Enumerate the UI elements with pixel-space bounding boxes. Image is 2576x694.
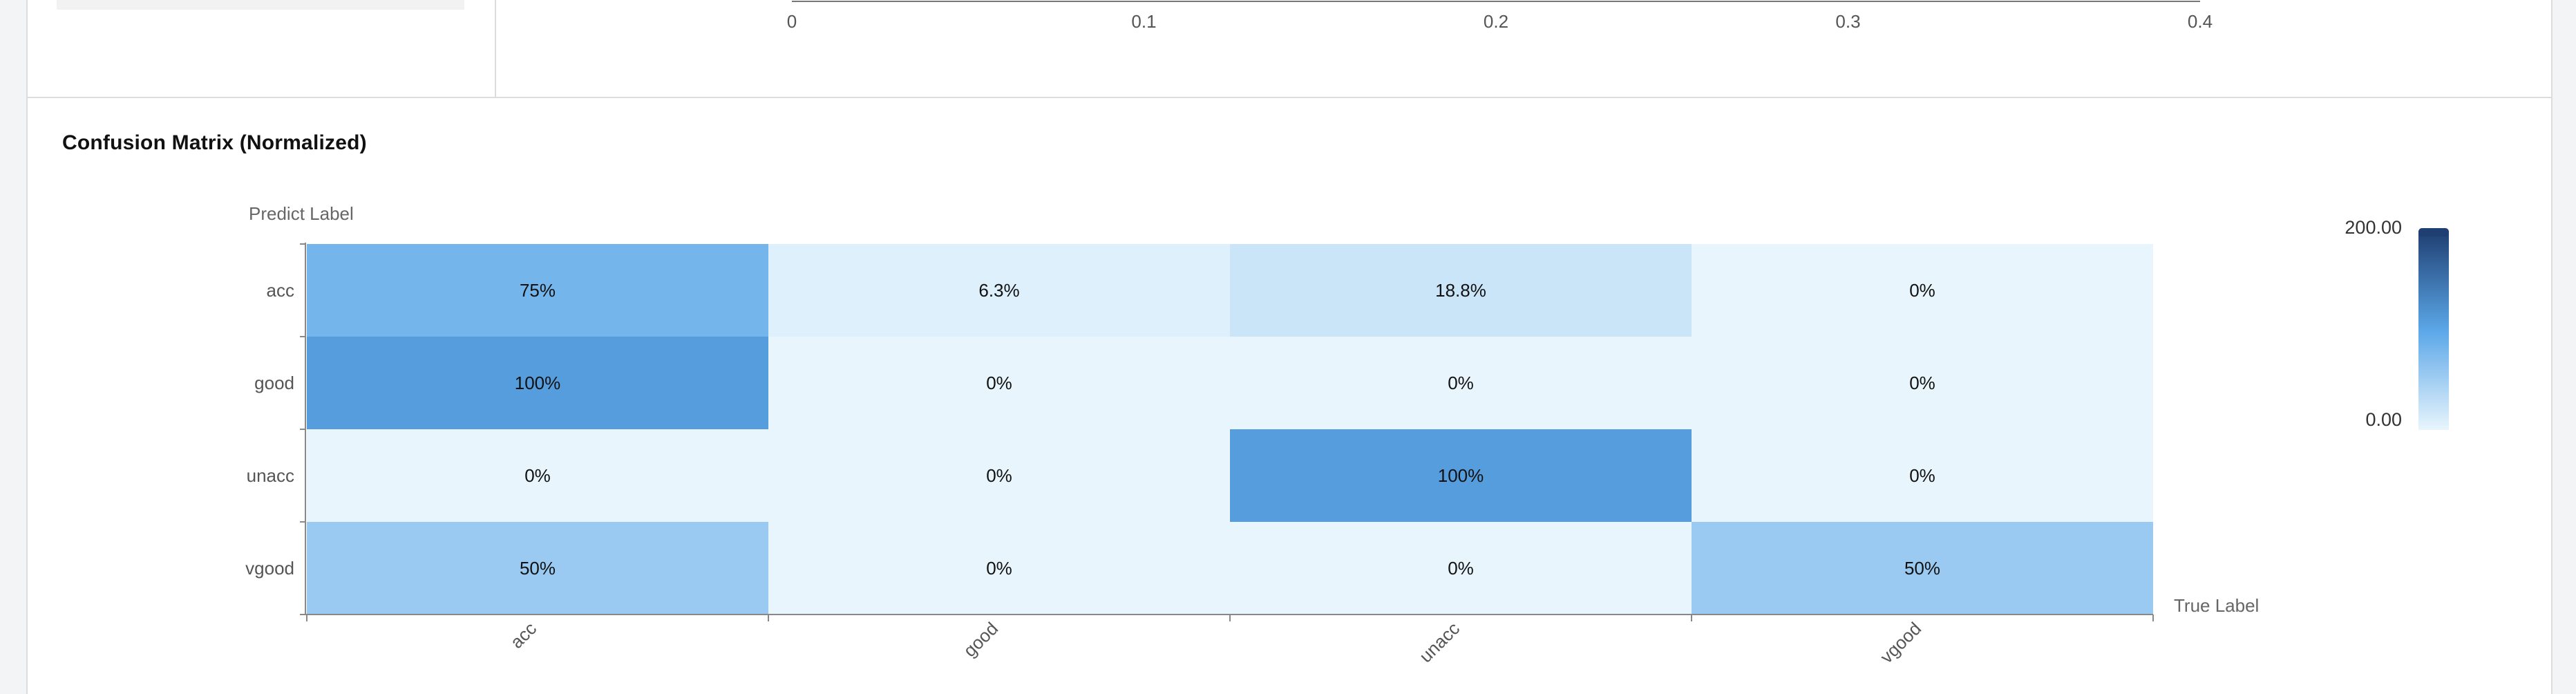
heatmap-cell: [1692, 337, 2153, 429]
heatmap-cell: [768, 244, 1230, 337]
heatmap-cell: [1230, 244, 1692, 337]
heatmap-cell-label: 0%: [986, 373, 1012, 393]
confusion-matrix-chart: 75% 6.3% 18.8% 0% 100% 0% 0% 0% 0% 0% 100% 0% 50% 0% 0…: [245, 203, 2449, 667]
heatmap-cell-label: 100%: [1438, 465, 1484, 486]
heatmap-cell: [1692, 244, 2153, 337]
x-axis-title: True Label: [2174, 595, 2259, 616]
heatmap-cell-label: 0%: [1448, 373, 1474, 393]
y-axis-tick-label: unacc: [247, 465, 294, 486]
heatmap-cell-label: 0%: [524, 465, 551, 486]
y-axis-tick-label: good: [254, 373, 294, 393]
chart-panel: 0 0.1 0.2 0.3 0.4 Confusion Matrix (Normaliz…: [26, 0, 2553, 694]
heatmap-cell: [1230, 337, 1692, 429]
x-axis-tick-label: acc: [506, 618, 540, 653]
top-axis-tick-label: 0.3: [1835, 11, 1860, 32]
top-axis-tick-label: 0: [787, 11, 797, 32]
top-axis-tick-label: 0.1: [1131, 11, 1156, 32]
section-title: Confusion Matrix (Normalized): [62, 131, 367, 154]
heatmap-cell: [1692, 522, 2153, 615]
heatmap-cell-label: 0%: [986, 465, 1012, 486]
colorbar: [2418, 231, 2449, 430]
heatmap-cell-label: 18.8%: [1435, 280, 1486, 301]
colorbar-max-label: 200.00: [2345, 217, 2402, 238]
colorbar-handle-top: [2418, 228, 2449, 236]
heatmap-cell-label: 0%: [1909, 373, 1935, 393]
x-axis-tick-label: unacc: [1415, 618, 1464, 666]
x-axis-tick-label: vgood: [1876, 618, 1925, 667]
heatmap-cell-label: 0%: [1448, 558, 1474, 579]
top-axis-tick-label: 0.4: [2188, 11, 2213, 32]
heatmap-cell: [1692, 429, 2153, 522]
top-chart-axis: 0 0.1 0.2 0.3 0.4: [787, 1, 2213, 32]
heatmap-cell: [768, 522, 1230, 615]
heatmap-cell: [307, 522, 768, 615]
top-axis-tick-label: 0.2: [1484, 11, 1508, 32]
heatmap-cell-label: 0%: [1909, 465, 1935, 486]
heatmap-cell-label: 0%: [1909, 280, 1935, 301]
y-axis-tick-label: acc: [267, 280, 294, 301]
heatmap-cell: [768, 429, 1230, 522]
heatmap-cell-label: 6.3%: [978, 280, 1019, 301]
heatmap-cell: [1230, 522, 1692, 615]
y-axis-tick-label: vgood: [245, 558, 294, 579]
colorbar-min-label: 0.00: [2365, 409, 2402, 430]
heatmap-cell-label: 100%: [515, 373, 561, 393]
y-axis-title: Predict Label: [249, 203, 354, 224]
heatmap-cell: [307, 337, 768, 429]
heatmap-cell: [768, 337, 1230, 429]
x-axis-tick-label: good: [959, 618, 1002, 661]
top-left-card: [28, 0, 496, 97]
heatmap-cell-label: 50%: [520, 558, 556, 579]
heatmap-cell-label: 50%: [1904, 558, 1940, 579]
heatmap-cell: [307, 429, 768, 522]
heatmap-cell: [307, 244, 768, 337]
top-left-scrollbar: [57, 0, 464, 10]
heatmap-cell-label: 75%: [520, 280, 556, 301]
heatmap-cell-label: 0%: [986, 558, 1012, 579]
heatmap-cell: [1230, 429, 1692, 522]
top-chart-section: 0 0.1 0.2 0.3 0.4: [28, 0, 2551, 98]
